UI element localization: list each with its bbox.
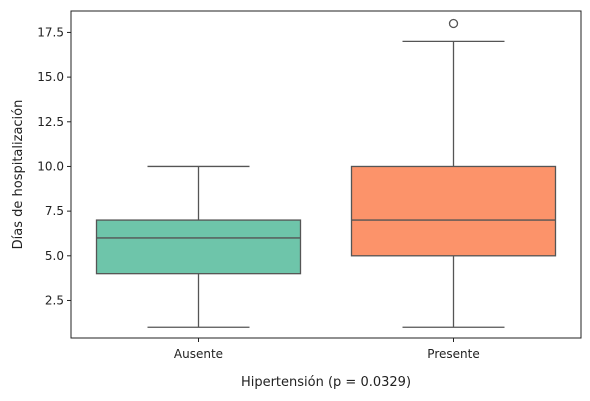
x-tick-label: Presente xyxy=(427,347,479,361)
y-tick-label: 7.5 xyxy=(45,204,64,218)
outlier-point xyxy=(448,18,459,29)
y-tick-label: 5.0 xyxy=(45,249,64,263)
y-axis-label: Días de hospitalización xyxy=(11,100,26,250)
y-tick-label: 17.5 xyxy=(37,25,64,39)
boxes-layer xyxy=(95,18,557,328)
y-tick-label: 10.0 xyxy=(37,159,64,173)
y-tick-label: 15.0 xyxy=(37,70,64,84)
x-tick-label: Ausente xyxy=(174,347,223,361)
x-axis-ticks: Ausente Presente xyxy=(174,338,480,361)
box-presente xyxy=(350,165,557,257)
y-axis-ticks: 2.5 5.0 7.5 10.0 12.5 15.0 17.5 xyxy=(37,25,71,307)
y-tick-label: 12.5 xyxy=(37,115,64,129)
plot-frame xyxy=(70,10,582,339)
y-tick-label: 2.5 xyxy=(45,293,64,307)
box-ausente xyxy=(95,219,302,275)
x-axis-label: Hipertensión (p = 0.0329) xyxy=(241,375,411,390)
